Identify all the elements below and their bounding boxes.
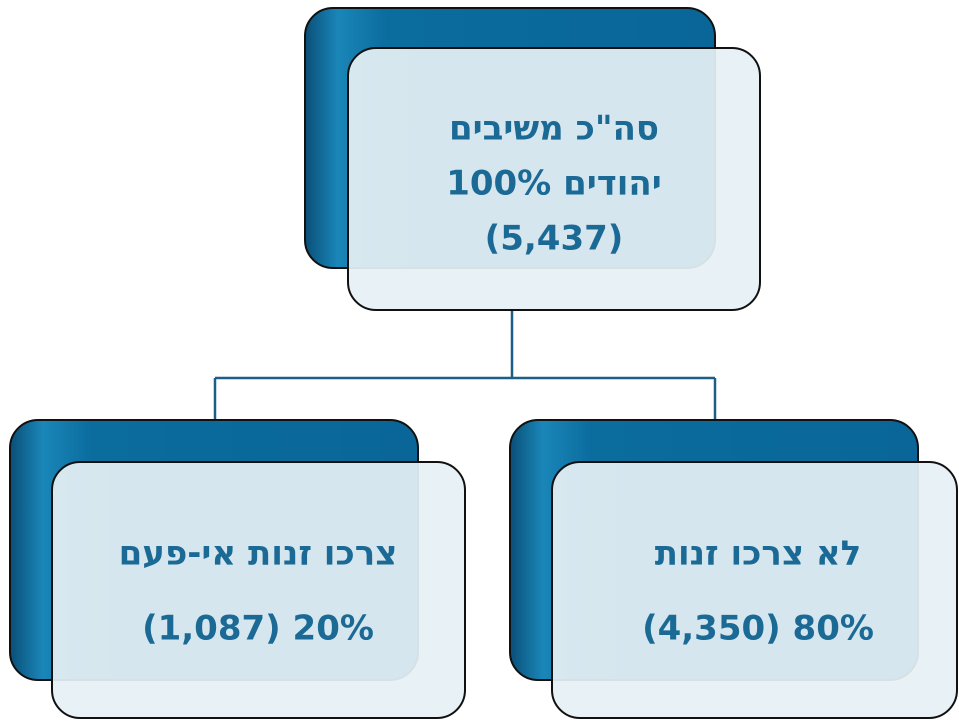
- node-front: [551, 461, 958, 719]
- node-label: צרכו זנות אי-פעם: [119, 534, 398, 574]
- node-label: לא צרכו זנות: [655, 534, 862, 574]
- node-left: צרכו זנות אי-פעם 20% (1,087): [9, 419, 466, 719]
- node-front: [51, 461, 466, 719]
- node-label: סה"כ משיבים: [449, 109, 659, 149]
- connectors: [213, 310, 717, 420]
- node-right: לא צרכו זנות 80% (4,350): [509, 419, 958, 719]
- node-label: יהודים 100%: [446, 164, 662, 204]
- node-label: (5,437): [485, 219, 624, 259]
- node-label: 20% (1,087): [142, 609, 374, 649]
- node-label: 80% (4,350): [642, 609, 874, 649]
- node-front: [347, 47, 761, 311]
- node-top: סה"כ משיבים יהודים 100% (5,437): [304, 7, 761, 311]
